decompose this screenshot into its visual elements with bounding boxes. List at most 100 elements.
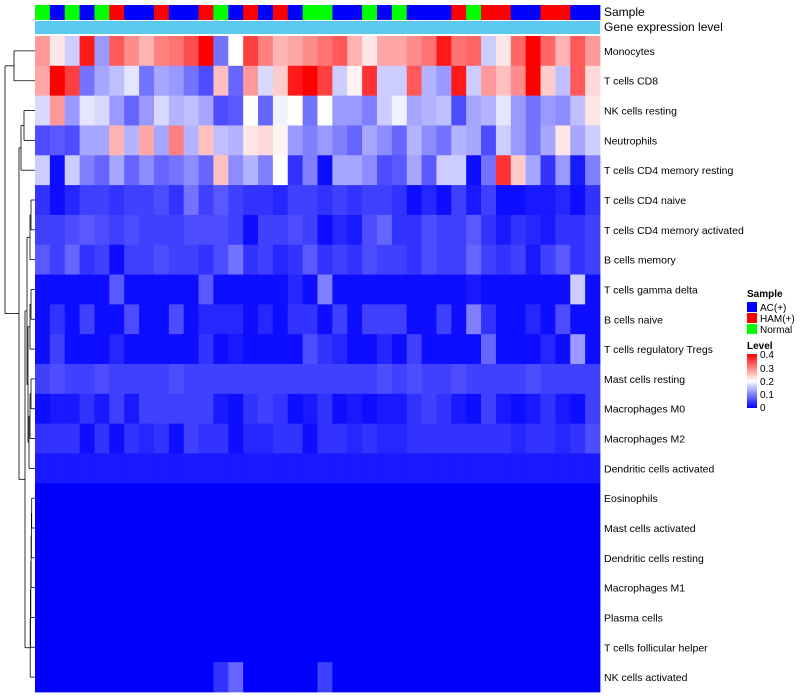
heatmap-cell	[287, 632, 304, 663]
heatmap-cell	[168, 393, 185, 425]
heatmap-cell	[139, 95, 155, 126]
heatmap-cell	[585, 214, 601, 246]
heatmap-cell	[243, 483, 259, 514]
heatmap-cell	[376, 125, 393, 156]
heatmap-cell	[213, 602, 229, 633]
heatmap-cell	[79, 185, 95, 216]
heatmap-cell	[198, 65, 214, 97]
heatmap-cell	[79, 155, 95, 186]
heatmap-cell	[272, 244, 289, 275]
sample-annotation-cell	[228, 5, 244, 20]
heatmap-cell	[436, 542, 452, 574]
heatmap-cell	[302, 602, 318, 633]
heatmap-cell	[332, 36, 348, 67]
heatmap-cell	[258, 185, 274, 216]
heatmap-cell	[481, 95, 497, 126]
sample-annotation-cell	[332, 5, 348, 20]
heatmap-cell	[198, 125, 214, 156]
heatmap-cell	[555, 513, 571, 544]
heatmap-cell	[64, 334, 81, 365]
heatmap-cell	[495, 36, 512, 67]
heatmap-cell	[406, 155, 422, 186]
heatmap-cell	[183, 423, 199, 454]
heatmap-cell	[124, 453, 140, 484]
heatmap-cell	[481, 125, 497, 156]
heatmap-cell	[332, 632, 348, 663]
sample-annotation-bar	[35, 5, 601, 20]
heatmap-cell	[376, 65, 393, 97]
heatmap-cell	[302, 36, 318, 67]
heatmap-cell	[421, 632, 437, 663]
heatmap-cell	[585, 423, 601, 454]
heatmap-cell	[540, 393, 556, 425]
heatmap-cell	[332, 214, 348, 246]
heatmap-cell	[406, 423, 422, 454]
heatmap-cell	[139, 483, 155, 514]
heatmap-cell	[481, 274, 497, 305]
heatmap-cell	[436, 423, 452, 454]
heatmap-cell	[287, 244, 304, 275]
heatmap-cell	[317, 453, 333, 484]
heatmap-cell	[525, 155, 541, 186]
heatmap-cell	[183, 36, 199, 67]
heatmap-cell	[198, 244, 214, 275]
heatmap-cell	[362, 95, 378, 126]
heatmap-cell	[243, 662, 259, 693]
heatmap-cell	[391, 244, 408, 275]
heatmap-cell	[258, 214, 274, 246]
heatmap-cell	[347, 185, 363, 216]
heatmap-cell	[153, 662, 170, 693]
heatmap-cell	[495, 542, 512, 574]
heatmap-cell	[585, 483, 601, 514]
heatmap-cell	[153, 274, 170, 305]
heatmap-cell	[198, 423, 214, 454]
heatmap-cell	[49, 125, 66, 156]
heatmap-cell	[79, 214, 95, 246]
heatmap-cell	[228, 483, 244, 514]
heatmap-cell	[213, 513, 229, 544]
heatmap-cell	[139, 632, 155, 663]
heatmap-cell	[495, 95, 512, 126]
heatmap-cell	[451, 602, 467, 633]
heatmap-cell	[451, 364, 467, 395]
heatmap-cell	[79, 36, 95, 67]
heatmap-cell	[391, 65, 408, 97]
row-label: Neutrophils	[604, 135, 657, 147]
heatmap-cell	[451, 304, 467, 335]
heatmap-cell	[302, 304, 318, 335]
sample-annotation-cell	[495, 5, 512, 20]
heatmap-cell	[35, 483, 51, 514]
heatmap-cell	[466, 542, 482, 574]
heatmap-cell	[198, 542, 214, 574]
heatmap-cell	[153, 185, 170, 216]
heatmap-cell	[94, 632, 110, 663]
heatmap-cell	[555, 602, 571, 633]
sample-annotation-cell	[49, 5, 66, 20]
heatmap-cell	[495, 334, 512, 365]
heatmap-cell	[64, 65, 81, 97]
heatmap-cell	[168, 602, 185, 633]
heatmap-cell	[436, 95, 452, 126]
heatmap-cell	[406, 542, 422, 574]
heatmap-cell	[213, 572, 229, 603]
legend-label-normal: Normal	[760, 325, 792, 336]
heatmap-cell	[168, 423, 185, 454]
heatmap-cell	[124, 513, 140, 544]
heatmap-cell	[94, 244, 110, 275]
heatmap-cell	[570, 632, 586, 663]
heatmap-cell	[332, 274, 348, 305]
heatmap-cell	[555, 274, 571, 305]
heatmap-cell	[362, 483, 378, 514]
heatmap-cell	[35, 334, 51, 365]
heatmap-cell	[94, 542, 110, 574]
heatmap-cell	[421, 542, 437, 574]
heatmap-cell	[525, 65, 541, 97]
heatmap-cell	[35, 274, 51, 305]
heatmap-cell	[540, 244, 556, 275]
heatmap-cell	[35, 36, 51, 67]
heatmap-cell	[332, 662, 348, 693]
sample-annotation-cell	[183, 5, 199, 20]
heatmap-cell	[35, 423, 51, 454]
heatmap-cell	[347, 662, 363, 693]
heatmap-cell	[332, 364, 348, 395]
